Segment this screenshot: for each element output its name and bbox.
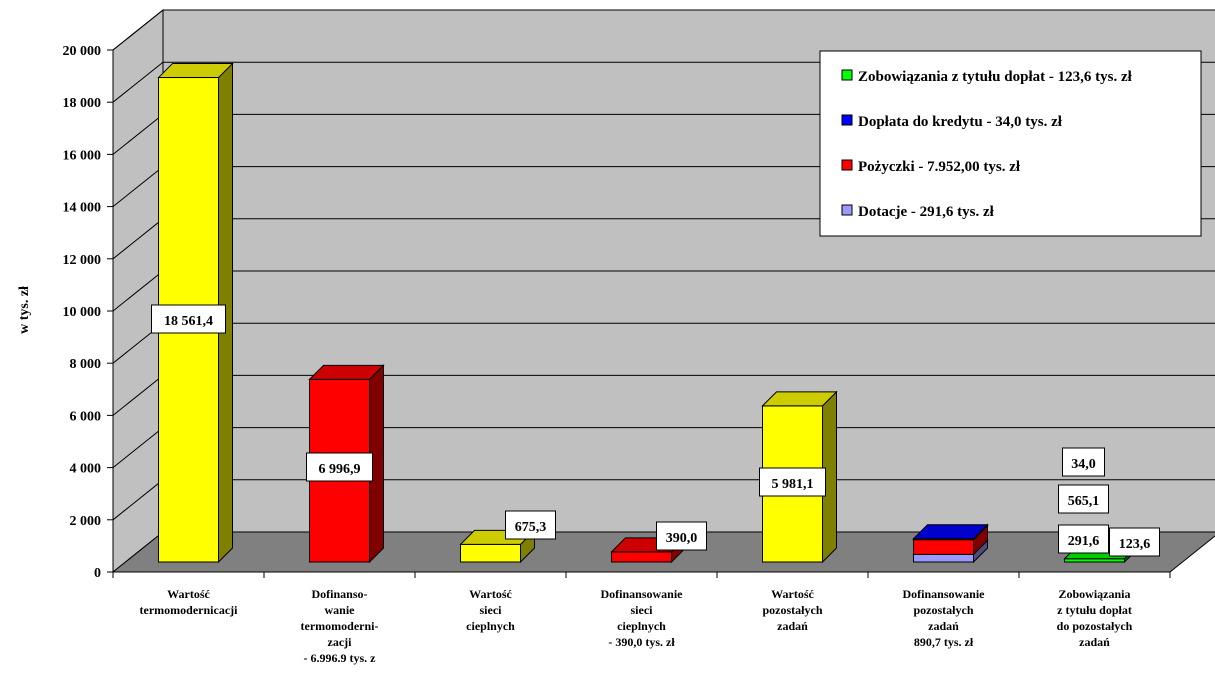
y-tick-label: 14 000 (63, 201, 102, 216)
data-label-text: 34,0 (1071, 457, 1096, 472)
legend-swatch (841, 114, 853, 126)
y-axis-label: w tys. zł (17, 286, 32, 334)
data-label-box (759, 467, 826, 497)
bar-segment (912, 523, 989, 541)
data-label-box (1062, 447, 1105, 477)
data-label: 34,0 (1062, 447, 1105, 477)
data-label-text: 6 996,9 (319, 462, 361, 477)
y-tick-label: 6 000 (70, 409, 102, 424)
data-label: 675,3 (505, 510, 556, 540)
data-label-box (1058, 484, 1109, 514)
data-label-text: 390,0 (666, 531, 698, 546)
legend-swatch (841, 204, 853, 216)
legend: Zobowiązania z tytułu dopłat - 123,6 tys… (819, 50, 1202, 237)
category-labels: Wartość termomodernicacji Dofinanso-wanie t… (140, 587, 1133, 665)
data-label-box (505, 510, 556, 540)
legend-label: Pożyczki - 7.952,00 tys. zł (858, 159, 1021, 175)
bar-front (913, 553, 974, 563)
data-label-box (306, 452, 373, 482)
bar-top (308, 364, 385, 380)
data-label: 123,6 (1109, 527, 1160, 557)
bar-segment (459, 529, 536, 564)
data-label: 291,6 (1058, 524, 1109, 554)
legend-label: Zobowiązania z tytułu dopłat - 123,6 tys… (858, 69, 1133, 85)
data-label-text: 5 981,1 (772, 477, 814, 492)
category-label: Wartość termomodernicacji (140, 587, 239, 617)
legend-box (819, 50, 1202, 237)
category-label: Zobowiązania z tytułu dopłat do pozostałyc… (1057, 587, 1133, 649)
bar-front (611, 551, 672, 563)
legend-swatch (841, 159, 853, 171)
y-tick-label: 0 (94, 566, 101, 581)
y-tick-labels: 0 2 000 4 000 6 000 8 000 10 000 12 000 14 000 1… (63, 44, 102, 581)
y-tick-label: 10 000 (63, 305, 102, 320)
category-label: Wartość pozostałych zadań (763, 587, 823, 633)
data-label: 5 981,1 (759, 467, 826, 497)
axes (107, 49, 1171, 578)
data-label-text: 123,6 (1119, 537, 1151, 552)
data-label: 6 996,9 (306, 452, 373, 482)
y-tick-label: 2 000 (70, 514, 102, 529)
category-label: Wartość sieci cieplnych (466, 587, 515, 633)
category-label: Dofinansowanie sieci cieplnych - 390,0 tys.… (600, 587, 683, 649)
data-label-box (1109, 527, 1160, 557)
data-label-box (151, 304, 226, 334)
data-label-box (1058, 524, 1109, 554)
data-label-box (656, 521, 707, 551)
data-label-text: 675,3 (515, 520, 547, 535)
data-labels: 18 561,4 6 996,9 675,3 390,0 5 981,1 34,0 565,… (151, 304, 1160, 557)
y-tick-label: 8 000 (70, 357, 102, 372)
bar-front (460, 543, 521, 563)
data-label: 390,0 (656, 521, 707, 551)
y-tick-label: 16 000 (63, 148, 102, 163)
legend-label: Dopłata do kredytu - 34,0 tys. zł (858, 114, 1063, 130)
data-label-text: 18 561,4 (164, 314, 213, 329)
bar-top (157, 63, 234, 79)
y-tick-label: 12 000 (63, 253, 102, 268)
data-label-text: 565,1 (1068, 494, 1100, 509)
bar-top (761, 391, 838, 407)
bar-front (913, 539, 974, 555)
data-label: 18 561,4 (151, 304, 226, 334)
legend-label: Dotacje - 291,6 tys. zł (858, 204, 995, 220)
y-tick-label: 18 000 (63, 96, 102, 111)
data-label: 565,1 (1058, 484, 1109, 514)
bar-top (912, 524, 989, 540)
gridline (112, 9, 1215, 51)
category-label: Dofinansowanie pozostałych zadań 890,7 tys.… (902, 587, 985, 649)
category-label: Dofinanso-wanie termomoderni-zacji - 6.996… (301, 587, 379, 665)
y-tick-label: 20 000 (63, 44, 102, 59)
y-tick-label: 4 000 (70, 462, 102, 477)
legend-swatch (841, 69, 853, 81)
data-label-text: 291,6 (1068, 534, 1100, 549)
